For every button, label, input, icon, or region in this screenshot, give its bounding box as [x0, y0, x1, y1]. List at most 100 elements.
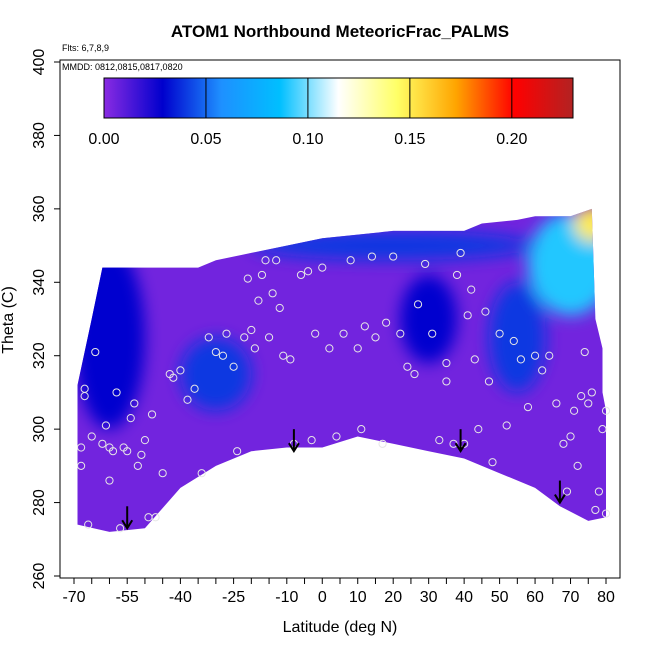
sample-point	[442, 358, 451, 368]
flight-arrow	[554, 480, 566, 505]
sample-point	[516, 355, 525, 364]
sample-point	[233, 447, 242, 456]
sample-point	[562, 487, 572, 496]
y-tick-label: 360	[31, 195, 48, 222]
heatmap-region-south-midlat-blue	[180, 337, 252, 411]
x-tick-label: -40	[169, 589, 192, 606]
sample-point	[325, 344, 334, 353]
x-axis-label: Latitude (deg N)	[283, 619, 398, 636]
colorbar-tick-label: 0.00	[88, 131, 119, 148]
sample-point	[147, 410, 157, 419]
x-tick-label: 60	[526, 589, 544, 606]
heatmap-field	[77, 208, 606, 532]
flight-arrow	[121, 506, 134, 531]
y-tick-label: 300	[31, 416, 48, 443]
sample-point	[360, 322, 369, 331]
y-tick-label: 340	[31, 269, 48, 296]
sample-point	[303, 267, 313, 276]
x-axis: -70 -55 -40 -25 -10 0 10 20 30 40 50 60 70 80	[62, 578, 615, 606]
sample-point	[452, 270, 462, 280]
sample-point	[151, 513, 160, 522]
sample-point	[130, 399, 139, 408]
sample-point	[435, 436, 444, 445]
sample-point	[116, 524, 125, 533]
sample-point	[598, 425, 607, 434]
heatmap-region-northern-yellow-cap	[574, 208, 606, 242]
colorbar-tick-label: 0.05	[190, 131, 221, 148]
sample-point	[229, 362, 238, 371]
sample-point	[140, 436, 150, 445]
sample-point	[474, 425, 483, 434]
sample-point	[183, 395, 192, 404]
sample-point	[133, 461, 142, 470]
sample-point	[204, 333, 213, 342]
sample-point	[261, 256, 270, 265]
sample-point	[80, 392, 89, 401]
sample-point	[428, 329, 437, 338]
sample-point	[410, 369, 419, 379]
sample-point	[484, 377, 494, 386]
x-tick-label: 50	[491, 589, 509, 606]
x-tick-label: -25	[222, 589, 245, 606]
sample-point	[382, 318, 391, 327]
sample-point	[264, 333, 274, 342]
colorbar-tick-label: 0.20	[496, 131, 527, 148]
sample-point	[286, 355, 295, 364]
sample-point	[367, 252, 377, 261]
sample-point	[403, 362, 412, 371]
sample-point	[190, 384, 199, 393]
colorbar-tick-label: 0.10	[292, 131, 323, 148]
sample-point	[318, 263, 327, 272]
sample-point	[488, 458, 497, 467]
sample-point	[346, 256, 355, 265]
heatmap-region-north-mid-blue	[488, 282, 546, 393]
sample-point	[126, 414, 135, 423]
sample-point	[211, 347, 220, 357]
y-tick-label: 380	[31, 122, 48, 149]
sample-point	[591, 505, 600, 515]
sample-point	[371, 333, 380, 342]
x-tick-label: 10	[349, 589, 367, 606]
sample-point	[467, 285, 476, 294]
x-tick-label: 40	[455, 589, 473, 606]
sample-point	[240, 333, 249, 342]
sample-point	[396, 329, 405, 338]
colorbar-ticks: 0.00 0.05 0.10 0.15 0.20	[88, 78, 527, 148]
heatmap-region-mid-blue-patch	[400, 274, 458, 364]
sample-point	[250, 344, 259, 353]
sample-point	[76, 443, 86, 452]
flight-arrows	[121, 429, 566, 531]
sample-point	[601, 406, 611, 415]
colorbar-tick-label: 0.15	[394, 131, 425, 148]
sample-point	[176, 366, 185, 375]
sample-point	[421, 259, 430, 269]
sample-point	[123, 447, 132, 456]
x-tick-label: 20	[384, 589, 402, 606]
sample-point	[296, 270, 306, 280]
sample-point	[587, 388, 596, 397]
sample-point	[257, 270, 267, 280]
sample-point	[378, 439, 387, 448]
heatmap-region-upper-edge-blue	[251, 230, 536, 261]
x-tick-label: -70	[62, 589, 85, 606]
x-tick-label: 70	[562, 589, 580, 606]
sample-point	[84, 520, 93, 529]
sample-point	[353, 344, 362, 353]
sample-point	[169, 373, 178, 382]
sample-point	[137, 450, 146, 459]
sample-point	[279, 351, 288, 360]
flight-arrow	[288, 429, 300, 454]
sample-point	[332, 432, 341, 441]
sample-point	[413, 300, 423, 309]
y-axis: 260 280 300 320 340 360 380 400	[31, 49, 60, 589]
sample-point	[87, 432, 96, 441]
dates-label: MMDD: 0812,0815,0817,0820	[62, 62, 183, 72]
sample-point	[243, 274, 252, 283]
sample-point	[272, 256, 281, 265]
sample-point	[566, 432, 575, 441]
x-tick-label: -55	[116, 589, 139, 606]
sample-point	[545, 351, 554, 360]
sample-point	[254, 296, 263, 305]
sample-point	[481, 307, 490, 316]
